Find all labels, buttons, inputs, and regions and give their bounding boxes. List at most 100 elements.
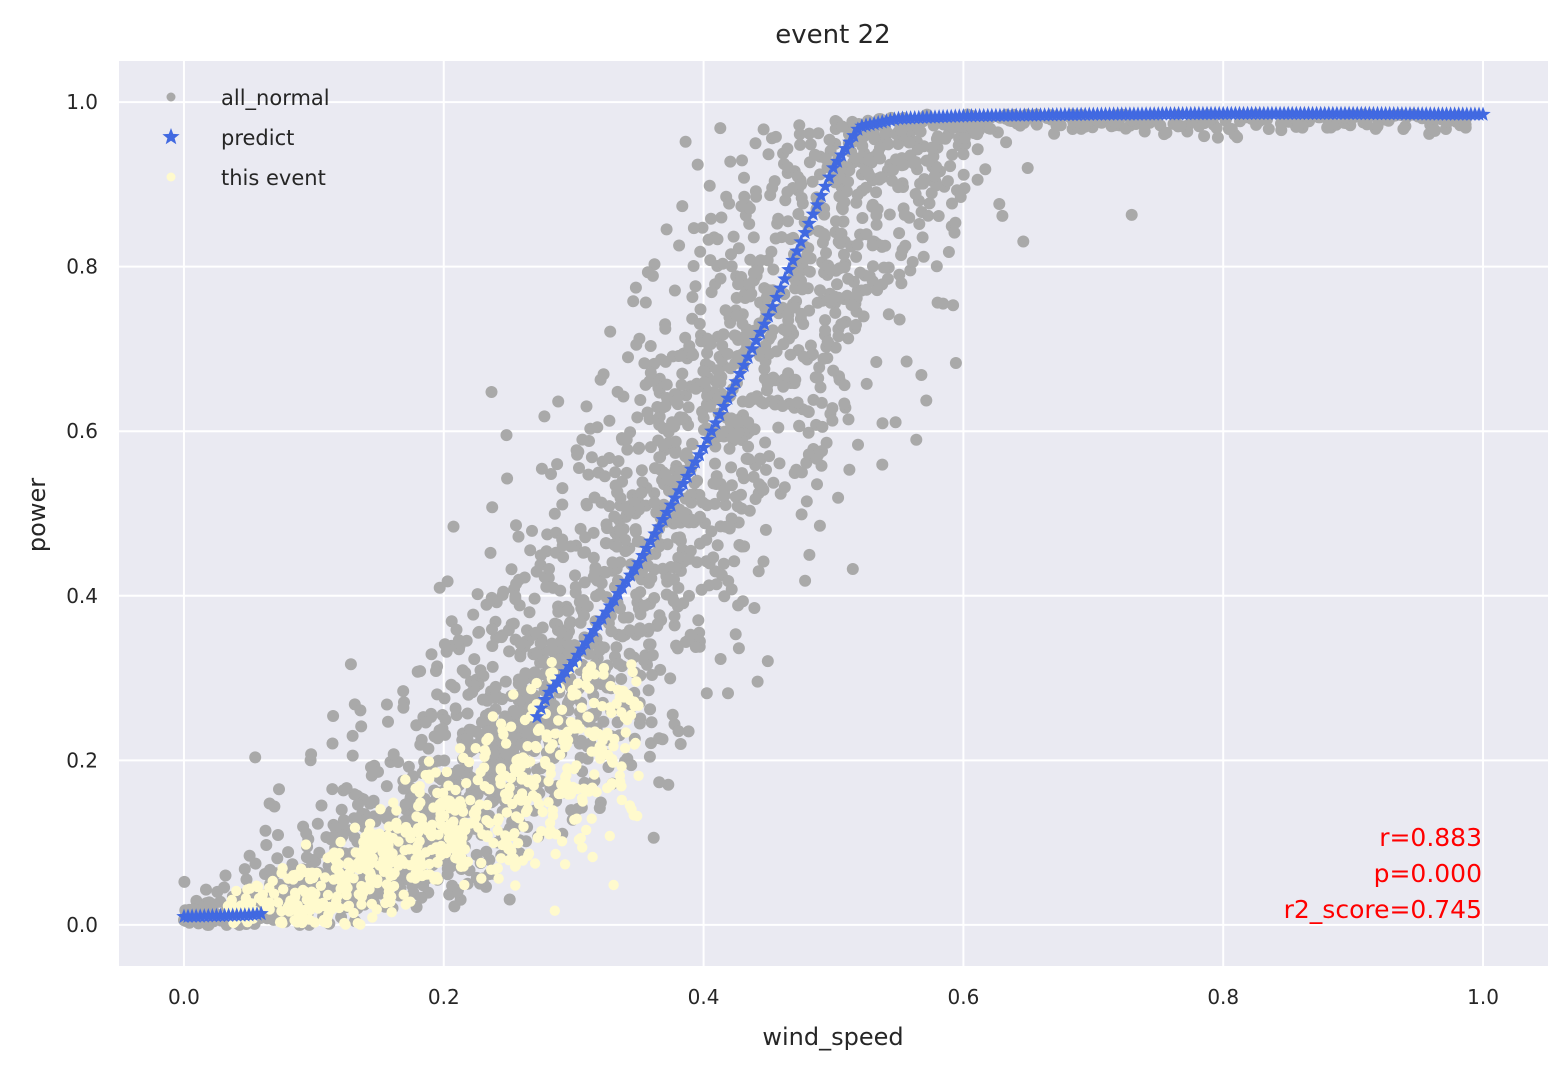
this-event-point (588, 730, 599, 742)
all-normal-point (860, 228, 873, 241)
this-event-point (522, 741, 533, 752)
this-event-point (585, 661, 597, 672)
all-normal-point (743, 396, 755, 409)
all-normal-point (817, 352, 830, 365)
all-normal-point (646, 669, 658, 681)
all-normal-point (523, 606, 536, 619)
all-normal-point (784, 233, 797, 246)
all-normal-point (714, 272, 727, 285)
all-normal-point (889, 416, 902, 429)
this-event-point (322, 889, 334, 901)
all-normal-point (767, 476, 780, 489)
this-event-point (587, 851, 598, 863)
all-normal-point (707, 551, 720, 564)
all-normal-point (603, 452, 616, 464)
all-normal-point (754, 254, 767, 267)
all-normal-point (528, 666, 541, 679)
all-normal-point (875, 171, 887, 184)
this-event-point (431, 871, 442, 883)
all-normal-point (554, 653, 567, 666)
this-event-point (264, 897, 276, 909)
all-normal-point (484, 546, 497, 559)
this-event-points (221, 657, 644, 930)
all-normal-point (747, 231, 760, 244)
all-normal-point (703, 579, 716, 592)
predict-point (716, 398, 732, 413)
predict-point (671, 482, 687, 498)
all-normal-point (757, 123, 770, 136)
all-normal-point (745, 287, 758, 300)
all-normal-point (993, 198, 1006, 210)
this-event-point (616, 794, 627, 806)
this-event-point (436, 797, 447, 808)
all-normal-point (653, 732, 666, 745)
all-normal-point (419, 716, 432, 729)
all-normal-point (486, 640, 499, 652)
this-event-point (272, 897, 284, 908)
all-normal-point (669, 395, 682, 408)
this-event-point (413, 800, 424, 812)
all-normal-point (563, 639, 576, 652)
all-normal-point (585, 451, 598, 464)
all-normal-point (599, 566, 612, 579)
all-normal-point (355, 720, 368, 733)
this-event-point (309, 917, 320, 928)
all-normal-point (971, 143, 984, 156)
all-normal-point (802, 426, 815, 439)
predict-point (537, 691, 553, 707)
all-normal-point (907, 157, 920, 170)
all-normal-point (920, 394, 933, 407)
all-normal-point (755, 396, 768, 408)
all-normal-point (876, 458, 889, 471)
this-event-point (277, 918, 288, 929)
all-normal-point (689, 382, 702, 395)
all-normal-point (827, 364, 840, 377)
all-normal-point (941, 175, 954, 188)
all-normal-point (826, 402, 839, 415)
all-normal-point (552, 605, 565, 618)
this-event-point (500, 738, 512, 749)
all-normal-point (719, 520, 732, 533)
this-event-point (329, 847, 340, 858)
this-event-point (589, 669, 600, 680)
all-normal-point (660, 378, 673, 391)
this-event-point (244, 883, 256, 894)
all-normal-point (694, 245, 707, 258)
this-event-point (530, 740, 541, 752)
all-normal-point (645, 716, 658, 729)
all-normal-point (946, 148, 959, 161)
all-normal-point (895, 124, 908, 137)
this-event-point (383, 846, 394, 858)
all-normal-point (512, 530, 525, 543)
this-event-point (633, 700, 644, 711)
all-normal-point (548, 507, 561, 520)
all-normal-point (694, 303, 707, 316)
predict-point (809, 197, 825, 212)
all-normal-point (792, 208, 805, 220)
predict-point (635, 547, 651, 563)
all-normal-point (612, 657, 625, 670)
all-normal-point (648, 592, 661, 604)
all-normal-point (598, 470, 611, 483)
all-normal-point (948, 226, 961, 239)
all-normal-point (845, 299, 858, 311)
all-normal-point (240, 873, 253, 886)
this-event-point (597, 735, 608, 746)
all-normal-point (676, 367, 689, 380)
all-normal-point (672, 551, 685, 564)
all-normal-point (634, 712, 647, 725)
all-normal-point (326, 783, 339, 796)
this-event-point (459, 817, 470, 828)
all-normal-point (736, 467, 748, 480)
predict-point (785, 252, 801, 267)
all-normal-point (509, 706, 522, 719)
all-normal-point (743, 202, 756, 215)
this-event-point (571, 723, 582, 734)
all-normal-point (674, 738, 687, 750)
all-normal-point (611, 385, 624, 398)
all-normal-point (619, 533, 631, 546)
all-normal-point (824, 263, 837, 275)
this-event-point (456, 830, 467, 841)
all-normal-point (581, 499, 593, 512)
all-normal-point (842, 272, 855, 285)
